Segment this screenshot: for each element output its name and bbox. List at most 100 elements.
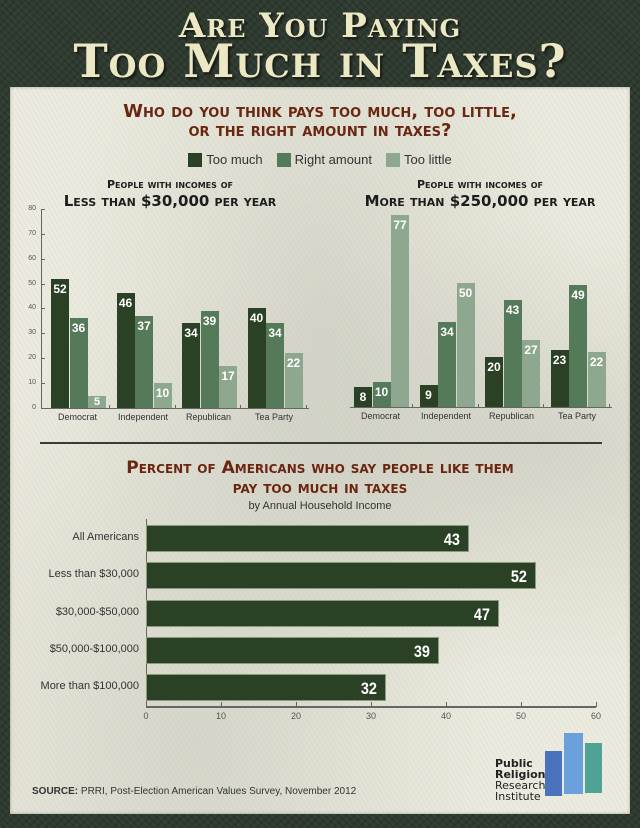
x-axis-line: [350, 407, 612, 408]
x-tick-label: 10: [215, 711, 226, 721]
bar-value: 9: [425, 387, 432, 402]
x-tick-label: 60: [590, 711, 601, 721]
bar-too-much: 23: [550, 349, 569, 407]
hbar-value: 43: [443, 530, 460, 549]
logo-bar-2: [564, 733, 583, 794]
category-label: Independent: [420, 411, 472, 421]
title-line-2: Too Much in Taxes?: [73, 34, 567, 88]
x-tick: [446, 702, 447, 707]
bar-too-little: 27: [522, 339, 540, 407]
bar-right-amount: 34: [438, 322, 456, 407]
legend-item-1: Right amount: [276, 152, 372, 167]
hbar-category-label: All Americans: [72, 531, 139, 543]
x-tick-label: 40: [440, 711, 451, 721]
legend-label: Too much: [206, 152, 263, 167]
x-tick: [296, 702, 297, 707]
source-note: SOURCE: PRRI, Post-Election American Val…: [32, 786, 356, 797]
logo-bar-3: [585, 743, 602, 793]
y-tick: [41, 233, 45, 235]
bar-too-much: 40: [247, 308, 266, 408]
bar-right-amount: 39: [200, 310, 219, 408]
bar-value: 10: [155, 386, 170, 401]
x-tick: [221, 702, 222, 707]
hbar-category-label: $50,000-$100,000: [49, 642, 139, 655]
bar-value: 22: [286, 356, 301, 371]
left-subhead-1: People with incomes of: [107, 178, 233, 191]
source-label: SOURCE:: [32, 786, 79, 797]
section2-heading-2: pay too much in taxes: [232, 478, 408, 498]
x-tick: [174, 405, 176, 409]
bar-value: 36: [71, 321, 86, 336]
bar-too-little: 22: [587, 352, 606, 407]
bar-right-amount: 36: [69, 318, 88, 408]
right-subhead-1: People with incomes of: [417, 178, 543, 191]
legend-label: Too little: [404, 152, 452, 167]
y-tick: [41, 333, 45, 335]
legend-swatch-icon: [276, 152, 291, 167]
bar-value: 34: [268, 326, 282, 341]
hbar-value: 39: [413, 641, 430, 661]
x-tick: [305, 405, 307, 409]
bar-value: 8: [359, 390, 367, 405]
hbar-row: 32: [146, 674, 386, 702]
y-tick: [41, 208, 45, 210]
logo-line-1: Public: [495, 757, 533, 770]
category-label: Republican: [185, 412, 232, 422]
bar-too-little: 22: [284, 353, 303, 408]
y-tick-label: 60: [28, 254, 36, 262]
bar-right-amount: 34: [266, 323, 284, 408]
bar-value: 43: [505, 302, 520, 317]
bar-value: 23: [552, 352, 567, 367]
x-tick-label: 30: [365, 711, 376, 721]
section2-heading-1: Percent of Americans who say people like…: [126, 458, 514, 478]
legend-item-2: Too little: [386, 152, 452, 167]
bar-value: 49: [571, 287, 585, 302]
hbar-row: 47: [146, 599, 499, 627]
y-tick-label: 50: [28, 279, 36, 287]
bar-right-amount: 37: [135, 315, 153, 408]
bar-too-much: 34: [182, 323, 200, 408]
prri-logo-text: Public Religion Research Institute: [495, 758, 546, 802]
bar-value: 52: [53, 281, 67, 296]
bar-too-much: 46: [116, 293, 135, 408]
hbar-category-label: Less than $30,000: [48, 568, 139, 581]
x-tick: [543, 404, 544, 408]
bar-right-amount: 10: [372, 382, 391, 407]
x-tick: [477, 404, 479, 408]
y-tick-label: 70: [28, 229, 36, 237]
bar-value: 10: [374, 385, 389, 400]
hbar-row: 43: [146, 525, 469, 552]
legend-swatch-icon: [188, 152, 203, 167]
x-tick-label: 0: [143, 711, 149, 721]
legend-item-0: Too much: [188, 152, 263, 167]
source-text: PRRI, Post-Election American Values Surv…: [80, 786, 357, 797]
section-divider: [40, 442, 602, 444]
category-label: Tea Party: [557, 411, 597, 421]
category-label: Republican: [488, 411, 535, 421]
bar-too-little: 77: [391, 215, 409, 407]
x-tick: [412, 404, 413, 408]
x-tick-label: 20: [290, 711, 301, 721]
x-tick: [521, 702, 522, 707]
hbar-value: 47: [473, 604, 490, 624]
y-tick: [41, 408, 45, 409]
category-label: Democrat: [360, 411, 400, 421]
hbar-row: 39: [146, 636, 439, 664]
bar-value: 77: [393, 218, 407, 233]
hbar-value: 52: [510, 567, 527, 587]
bar-value: 50: [458, 285, 473, 300]
bar-too-little: 5: [88, 395, 106, 408]
bar-too-much: 20: [485, 357, 503, 407]
bar-value: 34: [184, 326, 198, 341]
bar-too-much: 8: [354, 387, 372, 407]
bar-value: 40: [249, 311, 264, 326]
prri-logo-icon: [545, 733, 609, 801]
bar-value: 39: [202, 313, 217, 328]
legend-swatch-icon: [386, 152, 400, 167]
left-chart-subhead: People with incomes of Less than $30,000…: [40, 178, 300, 210]
x-tick: [596, 702, 597, 707]
y-tick-label: 10: [28, 379, 36, 387]
y-tick: [41, 383, 45, 385]
category-label: Independent: [117, 412, 169, 422]
y-tick-label: 40: [28, 304, 36, 312]
